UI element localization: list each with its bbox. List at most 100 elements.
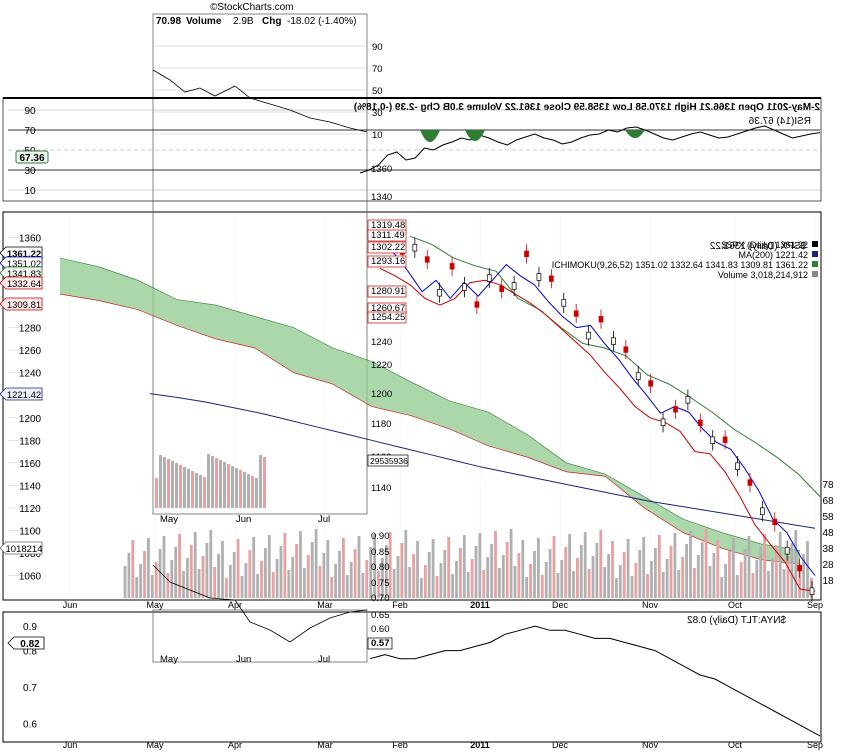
ichimoku-cloud (60, 258, 800, 565)
volume-bar (225, 578, 228, 598)
volume-bar (525, 577, 529, 598)
ghost-volume-bar (247, 474, 250, 508)
ghost-price-tick: 1293.16 (371, 256, 405, 267)
candle-body (424, 256, 430, 263)
volume-bar (420, 578, 423, 598)
legend-swatch (812, 271, 818, 277)
span-a-line (59, 257, 801, 551)
price-last-value: 1361.22 (7, 249, 41, 260)
volume-bar (408, 567, 412, 598)
ghost-top-chg-label: Chg (262, 16, 281, 27)
volume-bar (498, 568, 501, 598)
volume-bar (501, 555, 505, 598)
ghost-price-tick: 1200 (371, 389, 392, 400)
candle-body (449, 263, 455, 270)
volume-bar (443, 550, 447, 598)
volume-bar (693, 568, 696, 598)
volume-bar (607, 554, 610, 598)
volume-bar (166, 573, 170, 598)
ghost-price-box (367, 255, 407, 268)
ratio-last-box (7, 636, 45, 650)
ghost-volume-bar (191, 471, 194, 508)
price-last-box (0, 387, 43, 401)
ghost-volume-bar (175, 463, 178, 508)
price-tick-label: 1240 (19, 369, 42, 380)
volume-bar (353, 549, 357, 598)
volume-bar (544, 562, 548, 598)
ghost-rsi-line (152, 69, 368, 133)
ghost-price-box (367, 311, 407, 324)
ghost-volume-bar (227, 464, 230, 508)
volume-bar (603, 567, 607, 598)
candle-body (685, 396, 691, 404)
volume-bar (244, 563, 248, 598)
volume-bar (587, 569, 591, 598)
candle-body (611, 337, 616, 345)
price-tick-label: 1200 (19, 414, 42, 425)
volume-bar (150, 575, 154, 598)
volume-bar (552, 536, 556, 598)
candle-body (561, 299, 567, 307)
volume-bar (186, 558, 189, 598)
volume-bar (790, 543, 794, 598)
price-x-label: May (146, 600, 164, 610)
volume-bar (345, 575, 349, 598)
volume-bar (774, 545, 778, 598)
volume-bar (657, 535, 661, 598)
ghost-ratio-frame (152, 609, 368, 663)
price-last-box (0, 276, 43, 290)
volume-bar (338, 551, 341, 598)
ghost-rsi-tick: 70 (372, 64, 383, 75)
volume-bar (622, 552, 626, 598)
legend-swatch (812, 261, 818, 267)
price-tick-label: 1060 (19, 571, 42, 582)
candle-body (536, 273, 542, 281)
candle-body (573, 310, 579, 317)
price-last-box (0, 541, 43, 555)
ghost-price-box (367, 241, 407, 254)
volume-bar (174, 547, 178, 598)
volume-bar (123, 566, 127, 598)
ghost-month-label-ratio: Jul (318, 654, 330, 665)
volume-bar (505, 542, 509, 598)
volume-bar (279, 546, 283, 598)
price-last-value: 1332.64 (7, 279, 41, 290)
ghost-volume-bar (183, 467, 186, 508)
volume-bar (158, 549, 162, 598)
ratio-panel-frame (2, 611, 822, 743)
ratio-x-label: Jun (63, 740, 78, 750)
ghost-volume-bar (155, 478, 158, 508)
volume-bar (267, 535, 271, 598)
ma200-line (149, 393, 816, 529)
candle-body (722, 436, 728, 443)
volume-bar (560, 560, 564, 598)
ghost-volume-bar (231, 466, 234, 508)
candle-body (747, 479, 753, 486)
price-x-label: Mar (317, 600, 333, 610)
ghost-header-text: 2-May-2011 Open 1366.21 High 1370.58 Low… (354, 102, 820, 113)
volume-bar (778, 532, 782, 598)
rsi-last-box (15, 150, 49, 164)
volume-bar (572, 571, 575, 598)
price-x-label: Feb (392, 600, 408, 610)
price-last-box (0, 297, 43, 311)
volume-bar (716, 540, 720, 598)
ghost-volume-bar (187, 469, 190, 508)
ratio-title: $NYA:TLT (Daily) 0.82 (687, 615, 786, 626)
volume-bar (209, 530, 213, 598)
ratio-tick-label: 0.7 (23, 683, 37, 694)
right-strip-label: 18 (822, 576, 834, 587)
volume-bar (435, 576, 439, 598)
volume-bar (388, 532, 392, 598)
volume-bar (767, 571, 770, 598)
volume-bar (240, 576, 244, 598)
volume-bar (700, 542, 704, 598)
volume-bar (704, 529, 708, 598)
volume-bar (751, 573, 755, 598)
price-tick-label: 1120 (19, 504, 41, 515)
price-layer: 1060 1080 1100 1120 1140 1160 1180 1200 1220 1240… (8, 215, 823, 750)
rsi-tick-label: 90 (24, 106, 36, 117)
volume-bar (794, 530, 798, 598)
ghost-ratio-box (367, 637, 393, 650)
volume-bar (564, 547, 568, 598)
